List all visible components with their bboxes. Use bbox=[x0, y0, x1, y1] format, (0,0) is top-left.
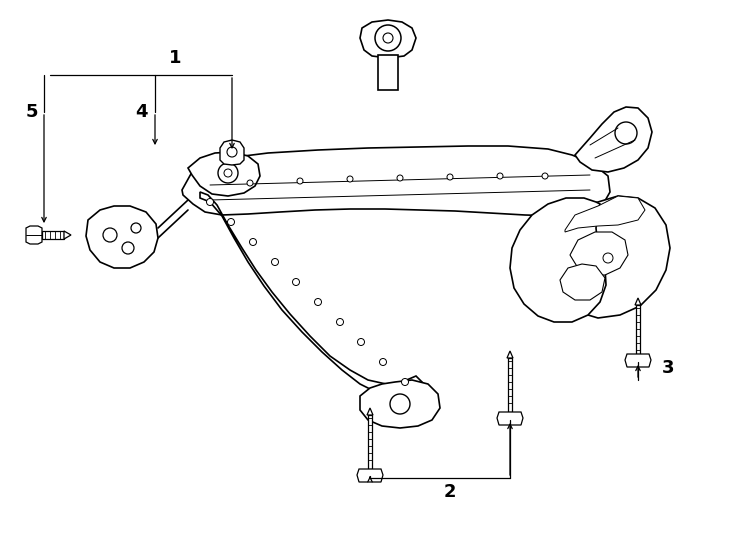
Polygon shape bbox=[497, 412, 523, 425]
Polygon shape bbox=[182, 146, 610, 216]
Polygon shape bbox=[625, 354, 651, 367]
Circle shape bbox=[596, 246, 620, 270]
Circle shape bbox=[206, 199, 214, 206]
Circle shape bbox=[347, 176, 353, 182]
Circle shape bbox=[447, 174, 453, 180]
Circle shape bbox=[293, 279, 299, 286]
Circle shape bbox=[250, 239, 256, 246]
Text: 2: 2 bbox=[444, 483, 457, 501]
Circle shape bbox=[103, 228, 117, 242]
Circle shape bbox=[297, 178, 303, 184]
Circle shape bbox=[615, 122, 637, 144]
Polygon shape bbox=[367, 408, 373, 415]
Polygon shape bbox=[508, 358, 512, 412]
Circle shape bbox=[383, 33, 393, 43]
Circle shape bbox=[390, 394, 410, 414]
Text: 1: 1 bbox=[169, 49, 181, 67]
Polygon shape bbox=[357, 469, 383, 482]
Circle shape bbox=[357, 339, 365, 346]
Polygon shape bbox=[86, 206, 158, 268]
Polygon shape bbox=[378, 55, 398, 90]
Circle shape bbox=[224, 169, 232, 177]
Polygon shape bbox=[565, 196, 645, 232]
Polygon shape bbox=[360, 380, 440, 428]
Circle shape bbox=[375, 25, 401, 51]
Circle shape bbox=[379, 359, 387, 366]
Circle shape bbox=[542, 173, 548, 179]
Circle shape bbox=[228, 219, 234, 226]
Polygon shape bbox=[42, 231, 64, 239]
Polygon shape bbox=[220, 140, 244, 165]
Polygon shape bbox=[510, 198, 606, 322]
Circle shape bbox=[603, 253, 613, 263]
Circle shape bbox=[247, 180, 253, 186]
Circle shape bbox=[272, 259, 278, 266]
Circle shape bbox=[397, 175, 403, 181]
Circle shape bbox=[314, 299, 321, 306]
Circle shape bbox=[122, 242, 134, 254]
Polygon shape bbox=[360, 20, 416, 58]
Text: 3: 3 bbox=[662, 359, 675, 377]
Text: 5: 5 bbox=[26, 103, 38, 121]
Circle shape bbox=[227, 147, 237, 157]
Circle shape bbox=[131, 223, 141, 233]
Polygon shape bbox=[635, 298, 641, 305]
Polygon shape bbox=[570, 232, 628, 275]
Polygon shape bbox=[26, 226, 42, 244]
Circle shape bbox=[497, 173, 503, 179]
Circle shape bbox=[401, 379, 409, 386]
Polygon shape bbox=[575, 107, 652, 172]
Polygon shape bbox=[200, 192, 425, 396]
Polygon shape bbox=[368, 415, 372, 469]
Polygon shape bbox=[550, 196, 670, 318]
Polygon shape bbox=[507, 351, 513, 358]
Polygon shape bbox=[560, 264, 605, 300]
Polygon shape bbox=[64, 231, 71, 239]
Circle shape bbox=[336, 319, 344, 326]
Polygon shape bbox=[636, 305, 640, 354]
Polygon shape bbox=[188, 152, 260, 196]
Text: 4: 4 bbox=[136, 103, 148, 121]
Circle shape bbox=[218, 163, 238, 183]
